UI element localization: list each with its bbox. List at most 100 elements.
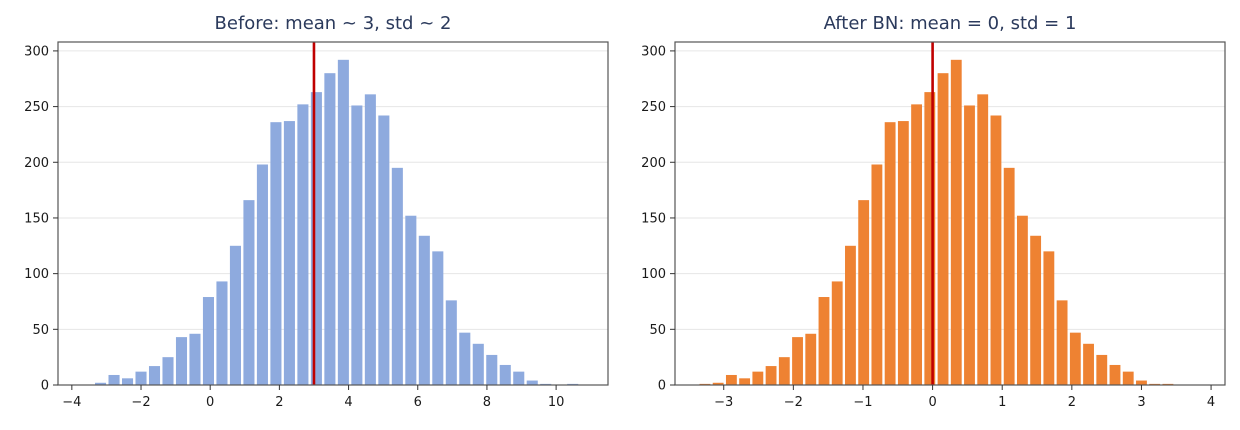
bars <box>699 59 1174 386</box>
histogram-bar <box>243 200 255 385</box>
x-tick-label: 6 <box>414 395 422 410</box>
histogram-bar <box>1030 235 1042 385</box>
x-tick-label: 1 <box>998 395 1006 410</box>
x-axis-ticks: −4 −2 0 2 4 6 8 10 <box>62 385 564 410</box>
y-tick-label: 0 <box>658 379 666 394</box>
x-tick-label: 2 <box>275 395 283 410</box>
histogram-bar <box>216 281 228 385</box>
x-tick-label: 8 <box>483 395 491 410</box>
chart-title: After BN: mean = 0, std = 1 <box>824 13 1077 34</box>
histogram-bar <box>148 366 161 385</box>
y-axis-ticks: 0 50 100 150 200 250 300 <box>24 44 58 394</box>
y-tick-label: 200 <box>24 156 49 171</box>
histogram-bar <box>499 364 511 385</box>
histogram-bar <box>445 300 457 385</box>
y-axis-ticks: 0 50 100 150 200 250 300 <box>641 44 675 394</box>
histogram-bar <box>405 215 417 385</box>
histogram-bar <box>432 251 444 385</box>
histogram-bar <box>202 297 215 385</box>
histogram-bar <box>135 371 147 385</box>
y-tick-label: 0 <box>41 379 49 394</box>
histogram-bar <box>990 115 1002 385</box>
histogram-bar <box>229 245 241 385</box>
y-tick-label: 250 <box>24 100 49 115</box>
chart-title: Before: mean ~ 3, std ~ 2 <box>215 13 452 34</box>
histogram-bar <box>364 94 376 385</box>
after-bn-histogram-panel: After BN: mean = 0, std = 1 −3 −2 −1 0 1 2 3 4 … <box>641 13 1226 410</box>
x-tick-label: −2 <box>131 395 150 410</box>
histogram-bar <box>964 105 975 386</box>
plot-frame <box>57 41 609 386</box>
x-tick-label: 4 <box>1207 395 1215 410</box>
x-tick-label: −1 <box>853 395 872 410</box>
histogram-bar <box>911 104 923 385</box>
x-tick-label: −3 <box>714 395 733 410</box>
histogram-bar <box>937 73 949 385</box>
histogram-bar <box>108 374 120 385</box>
histogram-bar <box>324 73 336 385</box>
histogram-bar <box>95 382 107 385</box>
histogram-bar <box>739 378 751 385</box>
histogram-bar <box>831 281 843 385</box>
histogram-bar <box>924 92 936 385</box>
y-tick-label: 200 <box>641 156 666 171</box>
histogram-bar <box>459 332 471 385</box>
x-tick-label: 0 <box>206 395 214 410</box>
histogram-bar <box>1096 354 1108 385</box>
histogram-bar <box>1043 251 1055 385</box>
histogram-bar <box>378 115 390 385</box>
histogram-bar <box>1122 371 1134 385</box>
histogram-bar <box>1016 215 1028 385</box>
histogram-bar <box>162 357 174 385</box>
histogram-bar <box>310 92 322 385</box>
histogram-bar <box>337 59 349 386</box>
histogram-bar <box>1083 343 1094 385</box>
histogram-bar <box>805 333 817 385</box>
histogram-bar <box>1056 300 1068 385</box>
histogram-bar <box>513 371 525 385</box>
histogram-bar <box>526 380 538 385</box>
x-axis-ticks: −3 −2 −1 0 1 2 3 4 <box>714 385 1215 410</box>
histogram-bar <box>725 374 737 385</box>
histogram-bar <box>977 94 989 385</box>
x-tick-label: 3 <box>1137 395 1145 410</box>
histogram-bar <box>871 164 883 385</box>
y-tick-label: 150 <box>24 211 49 226</box>
histogram-bar <box>189 333 201 385</box>
x-tick-label: 10 <box>548 395 565 410</box>
histogram-bar <box>1003 167 1015 385</box>
histogram-bar <box>486 354 498 385</box>
histogram-bar <box>858 200 870 385</box>
histogram-bar <box>845 245 856 385</box>
y-tick-label: 150 <box>641 211 666 226</box>
histogram-bar <box>256 164 268 385</box>
histogram-bar <box>283 121 295 386</box>
y-tick-label: 100 <box>641 267 666 282</box>
histogram-bar <box>121 378 134 385</box>
before-histogram-panel: Before: mean ~ 3, std ~ 2 −4 −2 0 2 4 6 8 10 0 5… <box>24 13 609 410</box>
y-tick-label: 300 <box>641 44 666 59</box>
histogram-bar <box>270 122 282 385</box>
histogram-bar <box>778 357 790 385</box>
histogram-bar <box>1136 380 1147 385</box>
grid-lines <box>675 50 1225 330</box>
x-tick-label: −4 <box>62 395 81 410</box>
bars <box>95 59 579 386</box>
histogram-bar <box>351 105 363 386</box>
histogram-bar <box>418 235 430 385</box>
histogram-bar <box>391 167 403 385</box>
y-tick-label: 100 <box>24 267 49 282</box>
x-tick-label: 2 <box>1068 395 1076 410</box>
y-tick-label: 250 <box>641 100 666 115</box>
y-tick-label: 50 <box>32 323 49 338</box>
x-tick-label: −2 <box>784 395 803 410</box>
histogram-bar <box>950 59 962 386</box>
histogram-bar <box>175 337 188 385</box>
histogram-bar <box>818 297 830 385</box>
histogram-bar <box>752 371 764 385</box>
histogram-bar <box>472 343 484 385</box>
y-tick-label: 300 <box>24 44 49 59</box>
histogram-bar <box>1109 364 1121 385</box>
histogram-bar <box>897 121 909 386</box>
